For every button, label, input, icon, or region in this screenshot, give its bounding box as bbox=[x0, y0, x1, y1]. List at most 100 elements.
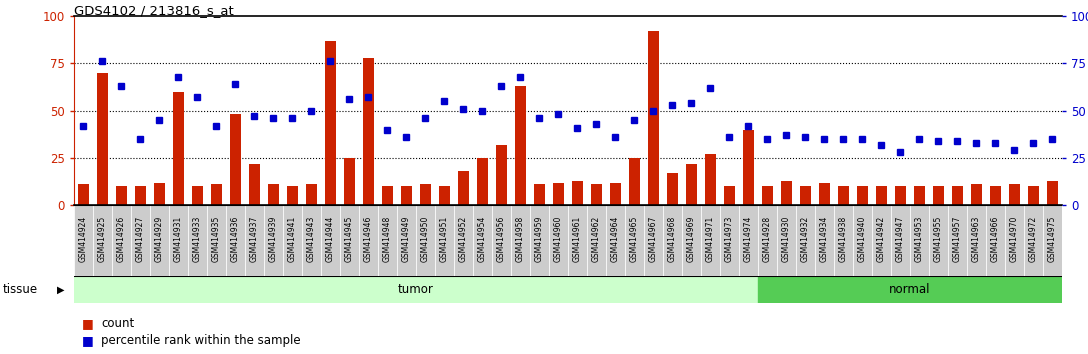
Bar bbox=[758, 205, 777, 276]
Bar bbox=[515, 86, 527, 205]
Bar bbox=[400, 186, 412, 205]
Bar bbox=[226, 205, 245, 276]
Text: GSM414948: GSM414948 bbox=[383, 216, 392, 262]
Text: GSM414960: GSM414960 bbox=[554, 216, 562, 262]
Text: GSM414925: GSM414925 bbox=[98, 216, 107, 262]
Text: GDS4102 / 213816_s_at: GDS4102 / 213816_s_at bbox=[74, 4, 234, 17]
Bar bbox=[1024, 205, 1043, 276]
Text: GSM414930: GSM414930 bbox=[782, 216, 791, 262]
Bar bbox=[856, 186, 868, 205]
Text: GSM414928: GSM414928 bbox=[763, 216, 771, 262]
Text: ▶: ▶ bbox=[57, 285, 64, 295]
Bar bbox=[207, 205, 226, 276]
Text: GSM414956: GSM414956 bbox=[497, 216, 506, 262]
Text: GSM414962: GSM414962 bbox=[592, 216, 601, 262]
Bar bbox=[762, 186, 774, 205]
Bar bbox=[264, 205, 283, 276]
Text: GSM414957: GSM414957 bbox=[953, 216, 962, 262]
Text: GSM414938: GSM414938 bbox=[839, 216, 848, 262]
Bar bbox=[77, 184, 89, 205]
Bar bbox=[986, 205, 1005, 276]
Text: GSM414939: GSM414939 bbox=[269, 216, 277, 262]
Text: GSM414929: GSM414929 bbox=[154, 216, 164, 262]
Text: tumor: tumor bbox=[398, 283, 434, 296]
Bar bbox=[492, 205, 511, 276]
Bar bbox=[891, 205, 910, 276]
Text: percentile rank within the sample: percentile rank within the sample bbox=[101, 334, 300, 347]
Bar bbox=[435, 205, 454, 276]
Bar bbox=[914, 186, 925, 205]
Bar bbox=[871, 205, 891, 276]
Bar bbox=[511, 205, 530, 276]
Bar bbox=[853, 205, 871, 276]
Text: GSM414943: GSM414943 bbox=[307, 216, 316, 262]
Text: GSM414964: GSM414964 bbox=[611, 216, 620, 262]
Bar bbox=[701, 205, 720, 276]
Bar bbox=[1028, 186, 1039, 205]
Bar bbox=[644, 205, 663, 276]
Text: GSM414965: GSM414965 bbox=[630, 216, 639, 262]
Bar bbox=[324, 41, 336, 205]
Text: count: count bbox=[101, 318, 135, 330]
Text: GSM414973: GSM414973 bbox=[725, 216, 734, 262]
Text: GSM414972: GSM414972 bbox=[1029, 216, 1038, 262]
Bar bbox=[952, 186, 963, 205]
Text: GSM414950: GSM414950 bbox=[421, 216, 430, 262]
Bar bbox=[800, 186, 812, 205]
Bar bbox=[894, 186, 906, 205]
Bar bbox=[382, 186, 393, 205]
Text: GSM414942: GSM414942 bbox=[877, 216, 886, 262]
Bar bbox=[438, 186, 450, 205]
Bar bbox=[191, 186, 203, 205]
Bar bbox=[92, 205, 112, 276]
Bar bbox=[970, 184, 982, 205]
Bar bbox=[1043, 205, 1062, 276]
Bar bbox=[705, 154, 716, 205]
Bar bbox=[359, 205, 378, 276]
Bar bbox=[131, 205, 150, 276]
Text: GSM414944: GSM414944 bbox=[326, 216, 335, 262]
Bar bbox=[530, 205, 549, 276]
Bar bbox=[777, 205, 796, 276]
Bar bbox=[473, 205, 492, 276]
Text: GSM414940: GSM414940 bbox=[858, 216, 867, 262]
Text: GSM414934: GSM414934 bbox=[820, 216, 829, 262]
Text: GSM414937: GSM414937 bbox=[250, 216, 259, 262]
Bar bbox=[321, 205, 339, 276]
Bar bbox=[720, 205, 739, 276]
Bar bbox=[378, 205, 397, 276]
Text: GSM414968: GSM414968 bbox=[668, 216, 677, 262]
Bar bbox=[458, 171, 469, 205]
Bar bbox=[397, 205, 416, 276]
Bar bbox=[815, 205, 833, 276]
Bar bbox=[568, 205, 586, 276]
Bar bbox=[553, 183, 565, 205]
Text: ■: ■ bbox=[82, 318, 94, 330]
Bar bbox=[173, 92, 184, 205]
Text: GSM414951: GSM414951 bbox=[440, 216, 449, 262]
Bar bbox=[796, 205, 815, 276]
Bar bbox=[1009, 184, 1021, 205]
Bar bbox=[743, 130, 754, 205]
Bar bbox=[685, 164, 697, 205]
Bar bbox=[910, 205, 929, 276]
Bar bbox=[724, 186, 735, 205]
Bar bbox=[549, 205, 568, 276]
Bar bbox=[990, 186, 1001, 205]
Bar bbox=[667, 173, 678, 205]
Bar bbox=[967, 205, 986, 276]
Text: GSM414958: GSM414958 bbox=[516, 216, 524, 262]
Bar bbox=[571, 181, 583, 205]
Text: ■: ■ bbox=[82, 334, 94, 347]
Bar bbox=[339, 205, 359, 276]
Bar bbox=[625, 205, 644, 276]
Text: normal: normal bbox=[889, 283, 930, 296]
Bar bbox=[948, 205, 967, 276]
Text: GSM414967: GSM414967 bbox=[648, 216, 658, 262]
Bar bbox=[586, 205, 606, 276]
Bar bbox=[416, 205, 435, 276]
Bar bbox=[739, 205, 758, 276]
Bar bbox=[758, 276, 1062, 303]
Bar bbox=[682, 205, 701, 276]
Text: GSM414952: GSM414952 bbox=[459, 216, 468, 262]
